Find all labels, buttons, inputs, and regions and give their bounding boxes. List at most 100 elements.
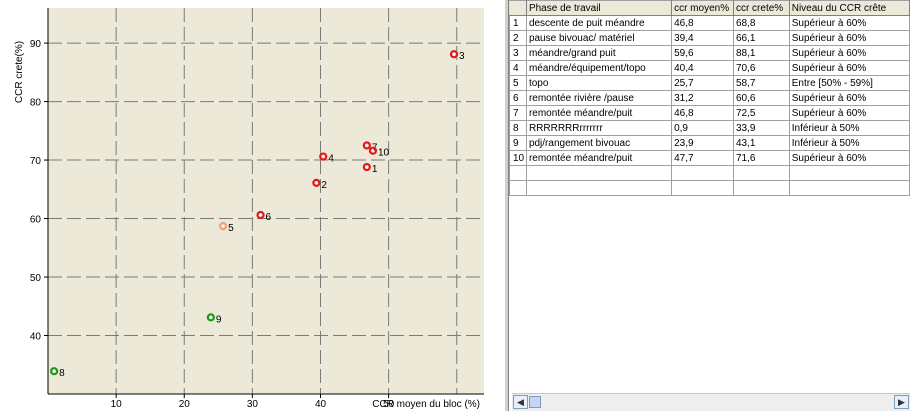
table-row[interactable] [509, 180, 910, 196]
ccr-moyen-column-header[interactable]: ccr moyen% [671, 0, 734, 16]
ccr-crete-cell[interactable]: 33,9 [732, 120, 790, 136]
ccr-crete-cell[interactable]: 43,1 [732, 135, 790, 151]
row-number-cell[interactable]: 5 [509, 75, 527, 91]
row-number-cell[interactable]: 9 [509, 135, 527, 151]
scroll-left-button[interactable]: ◀ [513, 395, 528, 409]
ccr-crete-column-header[interactable]: ccr crete% [732, 0, 790, 16]
ccr-moyen-cell[interactable]: 39,4 [671, 30, 734, 46]
ccr-moyen-cell[interactable]: 46,8 [671, 105, 734, 121]
ccr-crete-cell[interactable] [732, 165, 790, 181]
niveau-cell[interactable] [788, 180, 910, 196]
data-point-label: 5 [228, 223, 234, 234]
table-row[interactable]: 3 méandre/grand puit 59,6 88,1 Supérieur à 6… [509, 45, 910, 61]
table-row[interactable]: 2 pause bivouac/ matériel 39,4 66,1 Supérieu… [509, 30, 910, 46]
row-number-cell[interactable]: 8 [509, 120, 527, 136]
niveau-cell[interactable]: Supérieur à 60% [788, 60, 910, 76]
niveau-cell[interactable]: Supérieur à 60% [788, 150, 910, 166]
row-number-cell[interactable]: 6 [509, 90, 527, 106]
table-row[interactable]: 6 remontée rivière /pause 31,2 60,6 Supérieu… [509, 90, 910, 106]
ccr-crete-cell[interactable]: 71,6 [732, 150, 790, 166]
panel-splitter[interactable] [505, 0, 508, 411]
phase-cell[interactable]: remontée rivière /pause [525, 90, 673, 106]
niveau-cell[interactable]: Inférieur à 50% [788, 120, 910, 136]
table-row[interactable]: 7 remontée méandre/puit 46,8 72,5 Supérieur … [509, 105, 910, 121]
scroll-thumb[interactable] [529, 396, 541, 408]
table-row[interactable]: 10 remontée méandre/puit 47,7 71,6 Supérieur… [509, 150, 910, 166]
ccr-crete-cell[interactable]: 70,6 [732, 60, 790, 76]
row-number-cell[interactable]: 10 [509, 150, 527, 166]
phase-cell[interactable] [525, 165, 673, 181]
row-number-header[interactable] [509, 0, 527, 16]
phase-cell[interactable]: remontée méandre/puit [525, 105, 673, 121]
data-point-center [209, 316, 213, 319]
table-row[interactable]: 9 pdj/rangement bivouac 23,9 43,1 Inférieur … [509, 135, 910, 151]
ccr-crete-cell[interactable] [732, 180, 790, 196]
x-tick-label: 40 [315, 399, 327, 410]
phase-cell[interactable]: topo [525, 75, 673, 91]
ccr-crete-cell[interactable]: 68,8 [732, 15, 790, 31]
phase-cell[interactable] [525, 180, 673, 196]
niveau-cell[interactable]: Supérieur à 60% [788, 105, 910, 121]
phase-cell[interactable]: remontée méandre/puit [525, 150, 673, 166]
data-point [362, 162, 371, 172]
data-point-label: 6 [266, 212, 272, 223]
table-row[interactable]: 1 descente de puit méandre 46,8 68,8 Supérie… [509, 15, 910, 31]
niveau-cell[interactable]: Entre [50% - 59%] [788, 75, 910, 91]
row-number-cell[interactable] [509, 165, 527, 181]
niveau-cell[interactable] [788, 165, 910, 181]
phase-cell[interactable]: RRRRRRRrrrrrrr [525, 120, 673, 136]
phase-cell[interactable]: descente de puit méandre [525, 15, 673, 31]
niveau-cell[interactable]: Supérieur à 60% [788, 45, 910, 61]
data-point [256, 210, 265, 220]
ccr-moyen-cell[interactable]: 25,7 [671, 75, 734, 91]
data-point [312, 178, 321, 187]
ccr-crete-cell[interactable]: 58,7 [732, 75, 790, 91]
ccr-moyen-cell[interactable] [671, 180, 734, 196]
data-point [362, 141, 371, 150]
row-number-cell[interactable] [509, 180, 527, 196]
row-number-cell[interactable]: 1 [509, 15, 527, 31]
row-number-cell[interactable]: 2 [509, 30, 527, 46]
table-row[interactable]: 5 topo 25,7 58,7 Entre [50% - 59%] [509, 75, 910, 91]
phase-cell[interactable]: méandre/grand puit [525, 45, 673, 61]
niveau-cell[interactable]: Supérieur à 60% [788, 90, 910, 106]
y-tick-label: 40 [30, 332, 42, 343]
chevron-left-icon: ◀ [517, 397, 524, 407]
ccr-moyen-cell[interactable] [671, 165, 734, 181]
y-tick-label: 50 [30, 273, 42, 284]
data-point-center [315, 181, 318, 185]
scroll-right-button[interactable]: ▶ [894, 395, 909, 409]
ccr-crete-cell[interactable]: 66,1 [732, 30, 790, 46]
data-point-center [365, 144, 369, 147]
ccr-crete-cell[interactable]: 72,5 [732, 105, 790, 121]
phase-column-header[interactable]: Phase de travail [525, 0, 673, 16]
ccr-moyen-cell[interactable]: 46,8 [671, 15, 734, 31]
phase-cell[interactable]: méandre/équipement/topo [525, 60, 673, 76]
y-tick-label: 60 [30, 215, 42, 226]
horizontal-scrollbar[interactable]: ◀ ▶ [512, 393, 910, 411]
ccr-moyen-cell[interactable]: 59,6 [671, 45, 734, 61]
phase-cell[interactable]: pdj/rangement bivouac [525, 135, 673, 151]
ccr-moyen-cell[interactable]: 47,7 [671, 150, 734, 166]
ccr-moyen-cell[interactable]: 40,4 [671, 60, 734, 76]
data-point-label: 10 [378, 148, 390, 159]
phase-cell[interactable]: pause bivouac/ matériel [525, 30, 673, 46]
row-number-cell[interactable]: 4 [509, 60, 527, 76]
table-row[interactable]: 4 méandre/équipement/topo 40,4 70,6 Supérieu… [509, 60, 910, 76]
niveau-cell[interactable]: Supérieur à 60% [788, 30, 910, 46]
row-number-cell[interactable]: 3 [509, 45, 527, 61]
row-number-cell[interactable]: 7 [509, 105, 527, 121]
ccr-moyen-cell[interactable]: 23,9 [671, 135, 734, 151]
table-row[interactable] [509, 165, 910, 181]
data-point-center [452, 53, 456, 56]
x-tick-label: 50 [383, 399, 395, 410]
niveau-cell[interactable]: Supérieur à 60% [788, 15, 910, 31]
ccr-crete-cell[interactable]: 88,1 [732, 45, 790, 61]
ccr-moyen-cell[interactable]: 0,9 [671, 120, 734, 136]
ccr-moyen-cell[interactable]: 31,2 [671, 90, 734, 106]
niveau-cell[interactable]: Inférieur à 50% [788, 135, 910, 151]
ccr-crete-cell[interactable]: 60,6 [732, 90, 790, 106]
table-row[interactable]: 8 RRRRRRRrrrrrrr 0,9 33,9 Inférieur à 50% [509, 120, 910, 136]
data-point-label: 1 [372, 164, 378, 175]
niveau-column-header[interactable]: Niveau du CCR crête [788, 0, 910, 16]
